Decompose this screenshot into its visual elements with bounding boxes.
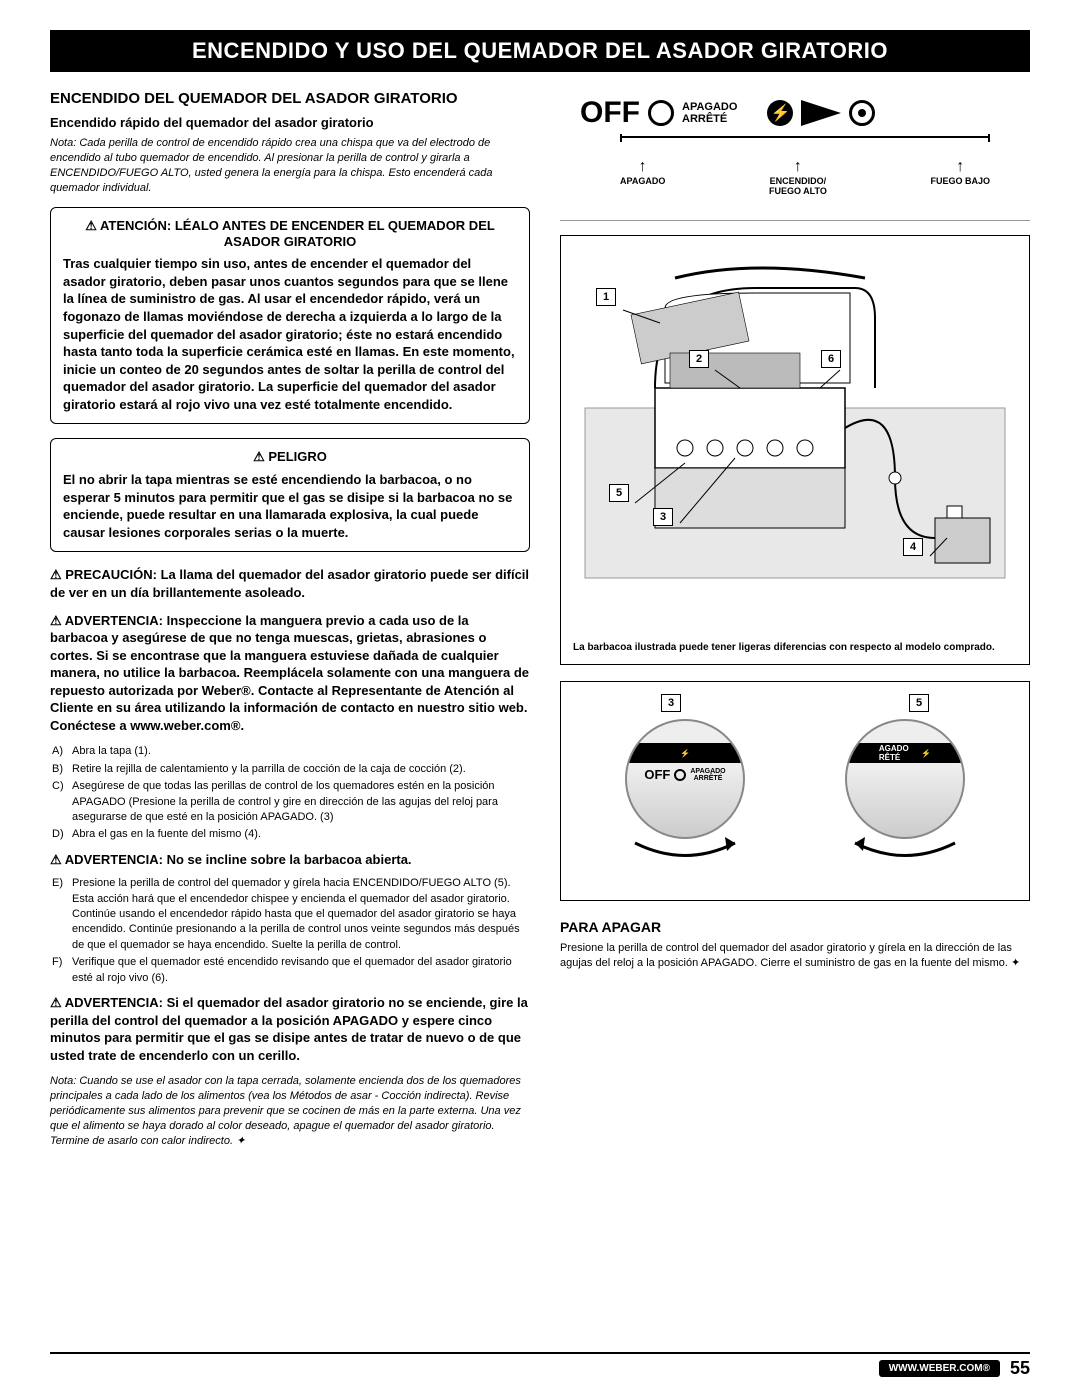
caution-sun: ⚠ PRECAUCIÓN: La llama del quemador del …	[50, 566, 530, 601]
warning-no-ignite: ⚠ ADVERTENCIA: Si el quemador del asador…	[50, 994, 530, 1064]
knob-rete: RÊTÉ	[879, 753, 900, 762]
knob-apag: APAGADO	[690, 768, 725, 775]
label-apagado: APAGADO	[620, 158, 665, 196]
steps-a-d: A)Abra la tapa (1).B)Retire la rejilla d…	[50, 744, 530, 842]
knob-agado: AGADO	[879, 744, 909, 753]
step-label: F)	[52, 955, 72, 986]
warning-lean: ⚠ ADVERTENCIA: No se incline sobre la ba…	[50, 851, 530, 869]
step-text: Abra la tapa (1).	[72, 744, 151, 759]
footer: WWW.WEBER.COM® 55	[50, 1352, 1030, 1379]
knob-callout-3: 3	[661, 694, 681, 712]
danger-body: El no abrir la tapa mientras se esté enc…	[63, 471, 517, 541]
step-row: E)Presione la perilla de control del que…	[52, 876, 530, 953]
flame-wedge-icon	[801, 100, 841, 126]
step-row: F)Verifique que el quemador esté encendi…	[52, 955, 530, 986]
danger-block: ⚠ PELIGRO El no abrir la tapa mientras s…	[50, 438, 530, 552]
heading-sub: Encendido rápido del quemador del asador…	[50, 115, 530, 130]
step-text: Presione la perilla de control del quema…	[72, 876, 530, 953]
callout-5: 5	[609, 484, 629, 502]
arrete-label: ARRÊTÉ	[682, 113, 727, 125]
right-column: OFF APAGADO ARRÊTÉ ⚡ APAGADO ENCENDIDO/ …	[560, 90, 1030, 1160]
callout-3: 3	[653, 508, 673, 526]
knob-arr: ARRÊTÉ	[694, 775, 723, 782]
off-label: OFF	[580, 96, 640, 130]
knob-right: AGADORÊTÉ ⚡	[835, 719, 975, 863]
step-label: B)	[52, 762, 72, 777]
callout-6: 6	[821, 350, 841, 368]
step-text: Retire la rejilla de calentamiento y la …	[72, 762, 466, 777]
grill-caption: La barbacoa ilustrada puede tener ligera…	[573, 641, 1017, 654]
low-icon	[849, 100, 875, 126]
apagado-label: APAGADO	[682, 101, 737, 113]
knob-left: ⚡ OFF APAGADOARRÊTÉ	[615, 719, 755, 863]
page-number: 55	[1010, 1358, 1030, 1379]
step-row: A)Abra la tapa (1).	[52, 744, 530, 759]
knob-mini-circle-icon	[674, 769, 686, 781]
step-text: Verifique que el quemador esté encendido…	[72, 955, 530, 986]
step-label: D)	[52, 827, 72, 842]
title-bar: ENCENDIDO Y USO DEL QUEMADOR DEL ASADOR …	[50, 30, 1030, 72]
danger-title: ⚠ PELIGRO	[63, 449, 517, 465]
warning-hose: ⚠ ADVERTENCIA: Inspeccione la manguera p…	[50, 612, 530, 735]
note-intro: Nota: Cada perilla de control de encendi…	[50, 136, 530, 195]
knob-callout-5: 5	[909, 694, 929, 712]
step-text: Abra el gas en la fuente del mismo (4).	[72, 827, 261, 842]
steps-e-f: E)Presione la perilla de control del que…	[50, 876, 530, 986]
step-row: D)Abra el gas en la fuente del mismo (4)…	[52, 827, 530, 842]
scale-line	[620, 136, 990, 144]
left-column: ENCENDIDO DEL QUEMADOR DEL ASADOR GIRATO…	[50, 90, 530, 1160]
attention-body: Tras cualquier tiempo sin uso, antes de …	[63, 255, 517, 413]
grill-illustration: 1 2 6 5 3 4 La barbacoa ilustrada puede …	[560, 235, 1030, 665]
callout-1: 1	[596, 288, 616, 306]
apagar-heading: PARA APAGAR	[560, 919, 1030, 935]
callout-2: 2	[689, 350, 709, 368]
dial-labels-row: APAGADO ENCENDIDO/ FUEGO ALTO FUEGO BAJO	[570, 158, 1020, 196]
attention-title: ⚠ ATENCIÓN: LÉALO ANTES DE ENCENDER EL Q…	[63, 218, 517, 249]
attention-block: ⚠ ATENCIÓN: LÉALO ANTES DE ENCENDER EL Q…	[50, 207, 530, 424]
grill-svg	[573, 248, 1017, 608]
step-label: C)	[52, 779, 72, 825]
label-high: ENCENDIDO/ FUEGO ALTO	[769, 158, 827, 196]
apagar-body: Presione la perilla de control del quema…	[560, 941, 1030, 972]
callout-4: 4	[903, 538, 923, 556]
knob-off-text: OFF	[644, 767, 670, 782]
step-label: A)	[52, 744, 72, 759]
step-label: E)	[52, 876, 72, 953]
bolt-icon: ⚡	[767, 100, 793, 126]
footer-url: WWW.WEBER.COM®	[879, 1360, 1000, 1377]
knob-illustration: 3 5 ⚡ OFF APAGADOARRÊTÉ AGADORÊTÉ ⚡	[560, 681, 1030, 901]
heading-main: ENCENDIDO DEL QUEMADOR DEL ASADOR GIRATO…	[50, 90, 530, 107]
circle-off-icon	[648, 100, 674, 126]
step-text: Asegúrese de que todas las perillas de c…	[72, 779, 530, 825]
main-columns: ENCENDIDO DEL QUEMADOR DEL ASADOR GIRATO…	[50, 90, 1030, 1160]
dial-legend: OFF APAGADO ARRÊTÉ ⚡ APAGADO ENCENDIDO/ …	[560, 90, 1030, 221]
step-row: C)Asegúrese de que todas las perillas de…	[52, 779, 530, 825]
note-closing: Nota: Cuando se use el asador con la tap…	[50, 1074, 530, 1148]
step-row: B)Retire la rejilla de calentamiento y l…	[52, 762, 530, 777]
label-low: FUEGO BAJO	[930, 158, 990, 196]
